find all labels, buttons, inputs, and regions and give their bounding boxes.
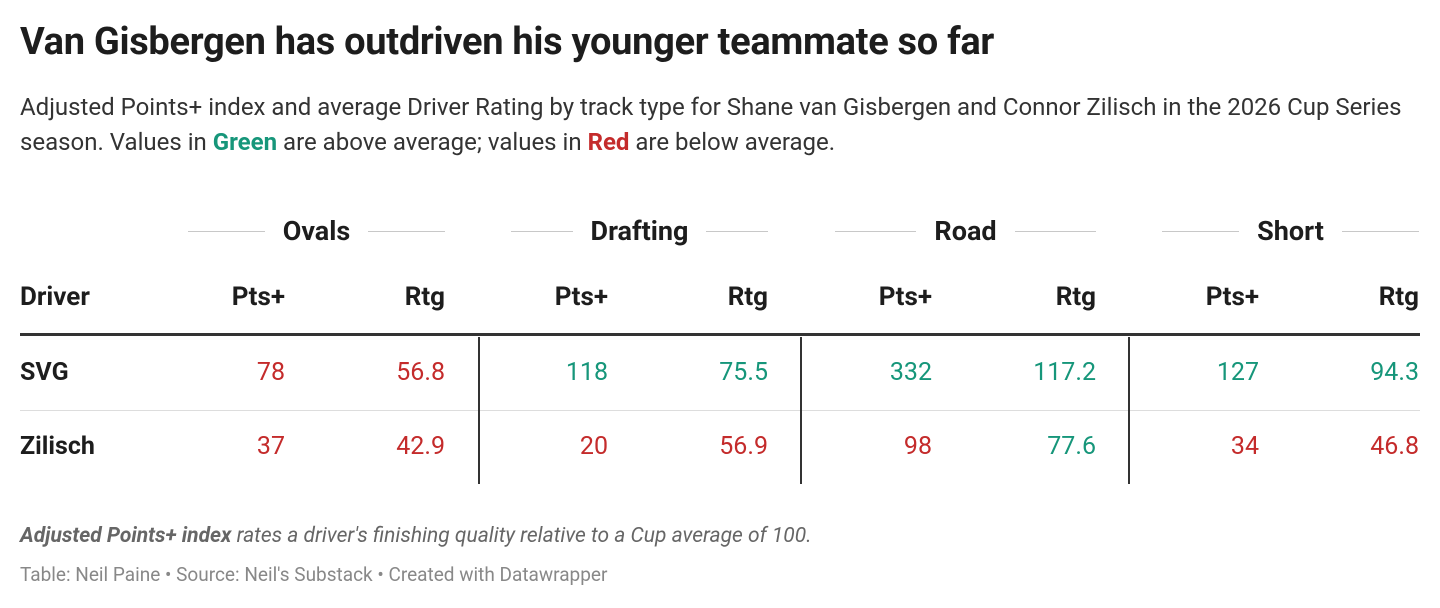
cell-value: 117.2 bbox=[1033, 358, 1096, 387]
cell-value: 56.8 bbox=[396, 358, 445, 387]
source: Table: Neil Paine • Source: Neil's Subst… bbox=[20, 563, 608, 586]
rule bbox=[1341, 230, 1420, 232]
group-header: Short bbox=[1162, 214, 1420, 248]
cell-value: 20 bbox=[579, 432, 608, 461]
driver-name: Zilisch bbox=[20, 432, 95, 461]
column-header: Pts+ bbox=[554, 282, 608, 312]
column-header: Pts+ bbox=[878, 282, 932, 312]
rule bbox=[1014, 230, 1096, 232]
column-header: Rtg bbox=[1055, 282, 1096, 312]
column-header: Pts+ bbox=[231, 282, 285, 312]
group-divider bbox=[478, 337, 480, 484]
column-header: Rtg bbox=[1378, 282, 1419, 312]
column-header: Pts+ bbox=[1205, 282, 1259, 312]
driver-name: SVG bbox=[20, 358, 69, 387]
cell-value: 332 bbox=[889, 358, 932, 387]
cell-value: 118 bbox=[565, 358, 608, 387]
rule bbox=[188, 230, 265, 232]
cell-value: 77.6 bbox=[1047, 432, 1096, 461]
rule bbox=[511, 230, 573, 232]
cell-value: 78 bbox=[256, 358, 285, 387]
cell-value: 127 bbox=[1216, 358, 1259, 387]
description-part: Red bbox=[587, 128, 630, 156]
group-label: Ovals bbox=[282, 215, 351, 247]
group-header: Road bbox=[835, 214, 1096, 248]
cell-value: 98 bbox=[903, 432, 932, 461]
cell-value: 94.3 bbox=[1370, 358, 1419, 387]
cell-value: 46.8 bbox=[1370, 432, 1419, 461]
group-label: Short bbox=[1257, 215, 1324, 247]
column-header: Rtg bbox=[727, 282, 768, 312]
description: Adjusted Points+ index and average Drive… bbox=[20, 90, 1420, 160]
group-label: Road bbox=[934, 215, 997, 247]
rule bbox=[835, 230, 917, 232]
rule bbox=[706, 230, 769, 232]
group-divider bbox=[1128, 337, 1130, 484]
description-part: Adjusted Points+ index and average Drive… bbox=[20, 93, 1402, 156]
cell-value: 37 bbox=[256, 432, 285, 461]
cell-value: 75.5 bbox=[719, 358, 768, 387]
description-part: are above average; values in bbox=[277, 128, 588, 156]
description-part: Green bbox=[212, 128, 278, 156]
rule bbox=[368, 230, 445, 232]
footnote: Adjusted Points+ index rates a driver's … bbox=[20, 524, 812, 548]
column-header: Rtg bbox=[404, 282, 445, 312]
group-header: Ovals bbox=[188, 214, 445, 248]
rule bbox=[1162, 230, 1240, 232]
title: Van Gisbergen has outdriven his younger … bbox=[20, 20, 995, 64]
group-divider bbox=[800, 337, 802, 484]
column-header: Driver bbox=[20, 282, 90, 312]
group-header: Drafting bbox=[511, 214, 769, 248]
footnote-text: rates a driver's finishing quality relat… bbox=[231, 524, 812, 548]
cell-value: 34 bbox=[1230, 432, 1259, 461]
cell-value: 56.9 bbox=[719, 432, 768, 461]
group-label: Drafting bbox=[590, 215, 689, 247]
description-part: are below average. bbox=[629, 128, 836, 156]
header-rule bbox=[20, 333, 1420, 336]
row-rule bbox=[20, 410, 1420, 411]
cell-value: 42.9 bbox=[396, 432, 445, 461]
footnote-bold: Adjusted Points+ index bbox=[20, 524, 232, 548]
